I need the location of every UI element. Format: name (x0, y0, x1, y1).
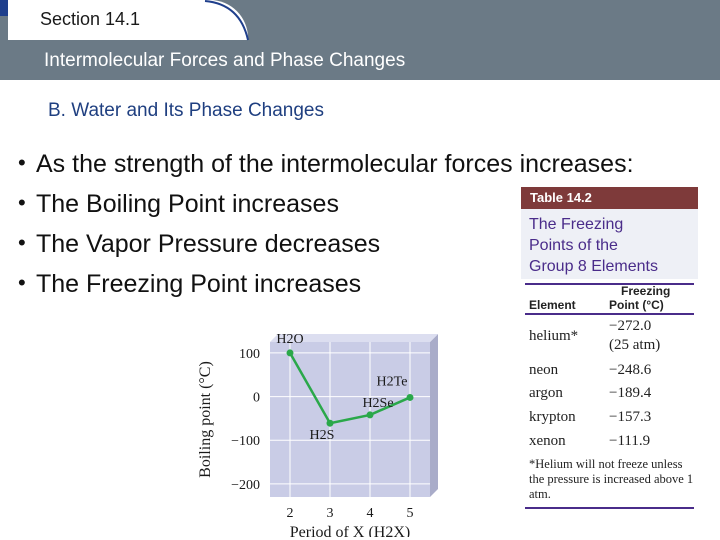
x-tick-label: 2 (287, 506, 294, 521)
table-label: Table 14.2 (530, 190, 592, 205)
bullet-text: The Boiling Point increases (36, 190, 339, 218)
bullet-item: • The Vapor Pressure decreases (18, 230, 718, 270)
table-footnote: *Helium will not freeze unless the press… (529, 457, 694, 501)
bullet-dot: • (18, 230, 26, 255)
table-title-line: The Freezing (529, 216, 624, 233)
x-tick-label: 3 (327, 506, 334, 521)
bullet-text: The Vapor Pressure decreases (36, 230, 381, 258)
data-point-label: H2S (310, 428, 335, 443)
table-rule (525, 283, 694, 285)
header-title: Intermolecular Forces and Phase Changes (44, 50, 406, 71)
table-label-bar: Table 14.2 (521, 187, 698, 209)
table-cell-value: −157.3 (609, 409, 652, 425)
table-cell-value: −189.4 (609, 385, 652, 401)
bullet-list: • As the strength of the intermolecular f… (18, 150, 718, 310)
table-cell-element: krypton (529, 409, 576, 425)
table-cell-value: −248.6 (609, 362, 652, 378)
chart-panel-top (270, 334, 438, 342)
data-point (406, 393, 414, 401)
data-point (326, 419, 334, 427)
table-cell-element: argon (529, 385, 563, 401)
table-title-line: Group 8 Elements (529, 258, 658, 275)
column-header-line: Freezing (621, 284, 671, 298)
slide-subtitle: B. Water and Its Phase Changes (48, 100, 325, 121)
table-rule (525, 313, 694, 315)
table-title-line: Points of the (529, 237, 618, 254)
table-cell-element: xenon (529, 433, 566, 449)
x-axis-label: Period of X (H2X) (290, 524, 410, 537)
table-cell-value: −111.9 (609, 433, 651, 449)
bullet-item: • The Boiling Point increases (18, 190, 718, 230)
bullet-item: • As the strength of the intermolecular f… (18, 150, 718, 190)
boiling-point-chart: 100 0 −100 −200 2 3 4 5 Boiling point (°C) Period… (197, 332, 438, 537)
section-label: Section 14.1 (40, 9, 141, 29)
data-point-label: H2O (276, 332, 303, 347)
y-tick-label: −100 (231, 434, 260, 449)
y-tick-label: 100 (239, 347, 260, 362)
data-point-label: H2Te (377, 374, 408, 389)
bullet-text: As the strength of the intermolecular fo… (36, 150, 634, 178)
bullet-text: The Freezing Point increases (36, 270, 362, 298)
y-tick-label: −200 (231, 478, 260, 493)
column-header-element: Element (529, 298, 576, 312)
header-accent-square (0, 0, 8, 16)
table-rule (525, 507, 694, 509)
data-point (286, 349, 294, 357)
freezing-point-table-figure: Table 14.2 The Freezing Points of the Gr… (521, 187, 698, 515)
table-title: The Freezing Points of the Group 8 Eleme… (521, 209, 698, 279)
series-line (288, 352, 411, 425)
bullet-item: • The Freezing Point increases (18, 270, 718, 310)
x-tick-label: 5 (407, 506, 414, 521)
data-point (366, 411, 374, 419)
bullet-dot: • (18, 190, 26, 215)
table-cell-element: neon (529, 362, 559, 378)
bullet-dot: • (18, 150, 26, 175)
x-tick-label: 4 (367, 506, 374, 521)
y-tick-label: 0 (253, 391, 260, 406)
table-cell-note: (25 atm) (609, 337, 661, 353)
column-header-line: Point (°C) (609, 298, 664, 312)
section-tab-outline (8, 0, 249, 41)
chart-panel-side (430, 334, 438, 497)
y-axis-label: Boiling point (°C) (197, 361, 214, 478)
bullet-dot: • (18, 270, 26, 295)
data-point-label: H2Se (362, 396, 393, 411)
table-cell-value: −272.0 (609, 318, 652, 334)
table-cell-element: helium* (529, 328, 579, 344)
column-header-freezing-point: Freezing Point (°C) (609, 284, 670, 312)
